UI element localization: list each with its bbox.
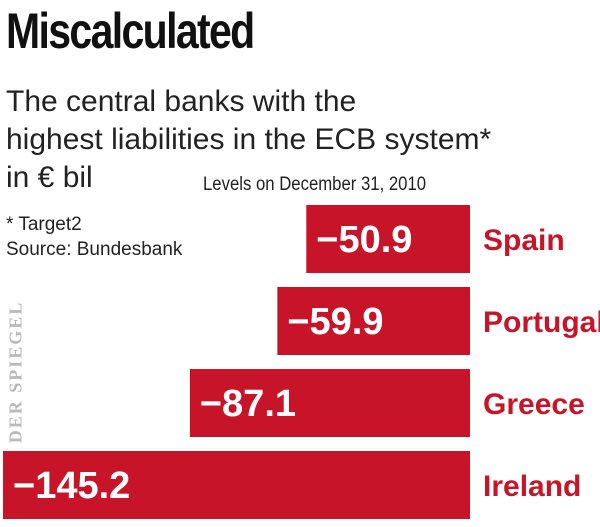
category-label-greece: Greece: [483, 388, 585, 421]
chart-title: Miscalculated: [6, 3, 255, 59]
date-note: Levels on December 31, 2010: [203, 174, 427, 195]
category-label-spain: Spain: [483, 224, 565, 257]
subtitle-line-2: highest liabilities in the ECB system*: [6, 123, 492, 156]
source-note: Source: Bundesbank: [6, 239, 183, 260]
target-footnote: * Target2: [6, 214, 82, 235]
bar-greece: [189, 369, 470, 437]
bar-portugal: [277, 287, 470, 355]
bar-ireland: [3, 451, 470, 519]
category-label-ireland: Ireland: [483, 470, 581, 503]
value-label-spain: −50.9: [316, 219, 412, 261]
category-label-portugal: Portugal: [483, 306, 600, 339]
chart-subtitle: The central banks with the highest liabi…: [6, 83, 491, 197]
subtitle-line-3: in € bil: [6, 161, 93, 194]
footnote: * Target2 Source: Bundesbank: [6, 212, 182, 262]
subtitle-line-1: The central banks with the: [6, 85, 357, 118]
bar-spain: [306, 205, 470, 273]
value-label-portugal: −59.9: [287, 301, 383, 343]
value-label-greece: −87.1: [200, 383, 296, 425]
value-label-ireland: −145.2: [13, 465, 130, 507]
